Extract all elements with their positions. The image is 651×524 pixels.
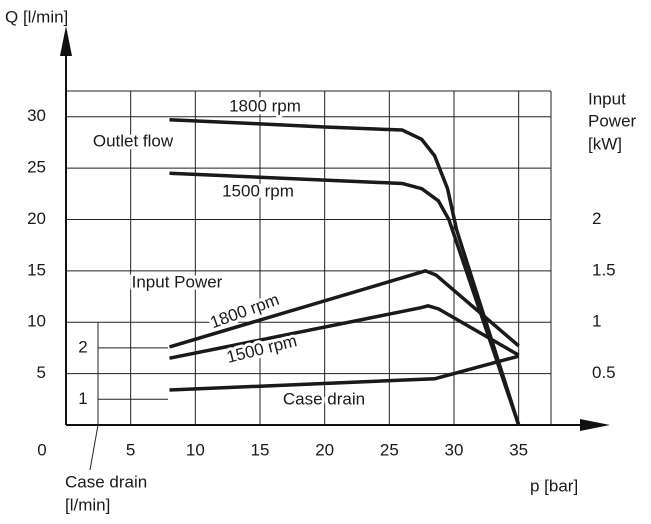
y-tick-label: 20 — [27, 209, 46, 228]
y-tick-label: 15 — [27, 260, 46, 279]
series-label: 1800 rpm — [229, 96, 301, 115]
series-label: 1500 rpm — [225, 331, 299, 367]
y3-axis-label: [l/min] — [65, 495, 110, 514]
x-tick-label: 25 — [380, 440, 399, 459]
x-tick-label: 5 — [126, 440, 135, 459]
y2-axis-label: Power — [588, 111, 637, 130]
y2-tick-label: 2 — [592, 209, 601, 228]
y2-axis-label: [kW] — [588, 134, 622, 153]
x-axis-label: p [bar] — [530, 476, 578, 495]
y-tick-label: 25 — [27, 158, 46, 177]
series-label: 1500 rpm — [222, 181, 294, 200]
y-axis-label: Q [l/min] — [5, 7, 68, 26]
x-tick-label: 35 — [509, 440, 528, 459]
x-axis-arrow — [580, 419, 610, 431]
x-tick-label: 30 — [445, 440, 464, 459]
y2-tick-label: 1.5 — [592, 260, 616, 279]
curve — [168, 269, 520, 349]
y2-tick-label: 0.5 — [592, 363, 616, 382]
annotation: Outlet flow — [93, 131, 174, 150]
series-label: Case drain — [283, 389, 365, 408]
curve — [169, 118, 521, 426]
x-tick-label: 20 — [315, 440, 334, 459]
y-axis-arrow — [60, 26, 72, 56]
curve — [169, 354, 520, 392]
x-tick-label: 0 — [37, 440, 46, 459]
curve — [169, 171, 521, 426]
y3-tick-label: 1 — [78, 389, 87, 408]
y-tick-label: 30 — [27, 106, 46, 125]
y2-axis-label: Input — [588, 89, 626, 108]
y3-axis-label: Case drain — [65, 472, 147, 491]
y2-tick-label: 1 — [592, 312, 601, 331]
x-tick-label: 15 — [251, 440, 270, 459]
y3-tick-label: 2 — [78, 337, 87, 356]
x-tick-label: 10 — [186, 440, 205, 459]
curve — [169, 304, 520, 360]
leader-line — [89, 424, 99, 471]
y-tick-label: 10 — [27, 312, 46, 331]
y-tick-label: 5 — [37, 363, 46, 382]
annotation: Input Power — [132, 272, 223, 291]
